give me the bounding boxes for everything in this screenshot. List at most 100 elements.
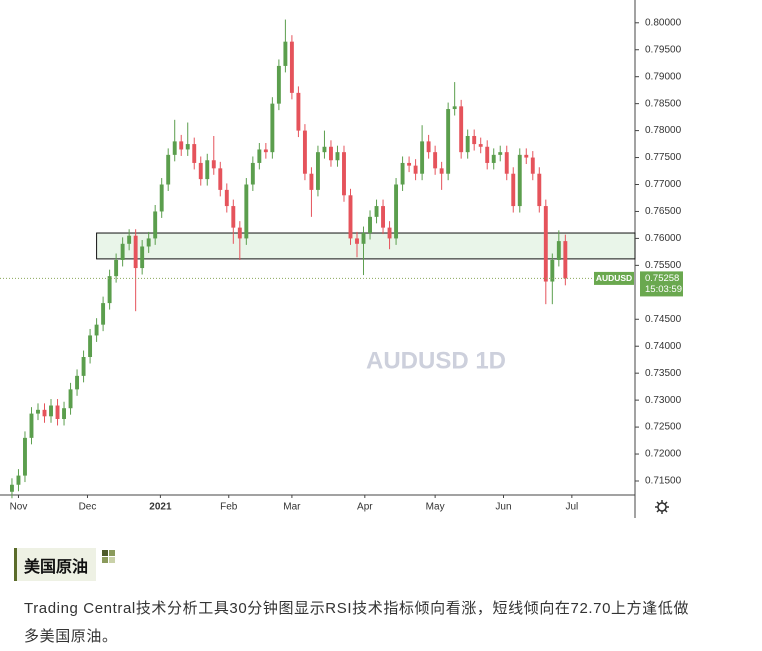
candle-body: [407, 162, 412, 166]
candle-body: [257, 149, 262, 163]
candle-body: [114, 259, 119, 277]
y-tick-label: 0.78000: [645, 125, 682, 136]
candle-body: [153, 211, 158, 239]
y-tick-label: 0.71500: [645, 476, 682, 487]
candle-body: [446, 109, 451, 174]
x-tick-label: Feb: [220, 502, 238, 513]
candle-body: [23, 437, 27, 476]
candle-body: [550, 259, 555, 282]
y-tick-label: 0.74000: [645, 341, 682, 352]
candle-body: [231, 206, 236, 228]
candle-body: [329, 146, 333, 161]
x-tick-label: Apr: [357, 502, 373, 513]
candle-body: [218, 168, 223, 190]
candle-body: [420, 141, 425, 174]
candle-body: [387, 227, 392, 239]
candle-body: [250, 162, 255, 185]
symbol-label: AUDUSD: [596, 273, 632, 283]
y-tick-label: 0.75500: [645, 260, 682, 271]
candle-body: [36, 409, 40, 414]
x-tick-label: Jun: [495, 502, 511, 513]
candle-body: [237, 227, 242, 239]
candle-body: [472, 135, 477, 145]
y-tick-label: 0.77500: [645, 152, 682, 163]
candle-body: [55, 405, 60, 419]
candle-body: [198, 162, 203, 180]
candle-body: [504, 152, 509, 174]
y-tick-label: 0.80000: [645, 17, 682, 28]
candle-body: [491, 154, 496, 163]
article: 美国原油 Trading Central技术分析工具30分钟图显示RSI技术指标…: [14, 548, 714, 651]
candle-body: [348, 195, 353, 239]
candle-body: [263, 149, 268, 153]
article-body: Trading Central技术分析工具30分钟图显示RSI技术指标倾向看涨，…: [24, 600, 690, 645]
candle-body: [315, 152, 320, 190]
x-tick-label: May: [426, 502, 445, 513]
candle-body: [524, 154, 529, 158]
candle-body: [368, 216, 372, 234]
candle-body: [537, 173, 542, 207]
candle-body: [120, 243, 125, 260]
candle-body: [485, 146, 490, 163]
candle-body: [400, 162, 405, 185]
candle-body: [107, 276, 112, 304]
candle-body: [29, 413, 34, 438]
candle-body: [289, 41, 294, 93]
x-tick-label: Nov: [10, 502, 28, 513]
y-tick-label: 0.72000: [645, 449, 682, 460]
y-tick-label: 0.76000: [645, 233, 682, 244]
candle-body: [517, 154, 522, 207]
candle-body: [205, 160, 210, 180]
candle-body: [381, 206, 385, 228]
candle-body: [276, 65, 281, 104]
candle-body: [166, 154, 171, 185]
candle-body: [498, 152, 503, 155]
candle-body: [452, 106, 457, 110]
candle-body: [361, 233, 366, 244]
candle-body: [439, 168, 444, 174]
y-tick-label: 0.79500: [645, 44, 682, 55]
y-tick-label: 0.76500: [645, 206, 682, 217]
candle-body: [244, 184, 249, 239]
candle-body: [478, 144, 483, 147]
candle-body: [433, 152, 438, 169]
y-tick-label: 0.73500: [645, 368, 682, 379]
candle-body: [10, 484, 14, 492]
plot: [10, 19, 636, 499]
candle-body: [459, 106, 464, 153]
candle-body: [394, 184, 399, 239]
candle-body: [192, 144, 197, 163]
candle-body: [530, 157, 535, 174]
candle-body: [179, 141, 184, 150]
candle-body: [185, 144, 190, 150]
y-tick-label: 0.74500: [645, 314, 682, 325]
x-tick-label: Mar: [283, 502, 301, 513]
candle-body: [16, 475, 21, 485]
y-tick-label: 0.72500: [645, 422, 682, 433]
watermark: AUDUSD 1D: [366, 347, 506, 374]
price-label-box: [640, 271, 683, 297]
candle-body: [342, 152, 346, 196]
candle-body: [563, 241, 568, 279]
y-tick-label: 0.73000: [645, 395, 682, 406]
chart: AUDUSD 1D 0.80000 0.79500 0.79000 0.78500 0.…: [0, 0, 683, 518]
candle-body: [302, 130, 307, 174]
candle-body: [68, 389, 73, 409]
candle-body: [309, 173, 314, 190]
y-tick-label: 0.77000: [645, 179, 682, 190]
settings-icon[interactable]: [655, 500, 669, 514]
x-tick-label: 2021: [149, 502, 172, 513]
countdown-label: 15:03:59: [645, 284, 682, 295]
candle-body: [335, 152, 340, 161]
candle-body: [94, 324, 99, 336]
candle-body: [413, 165, 418, 174]
x-tick-label: Jul: [565, 502, 578, 513]
candle-body: [322, 146, 327, 153]
candle-body: [75, 375, 80, 390]
section-heading: 美国原油: [14, 548, 97, 581]
candle-body: [140, 246, 145, 269]
candle-body: [426, 141, 431, 153]
support-zone: [96, 232, 636, 260]
symbol-label-box: [594, 271, 634, 285]
